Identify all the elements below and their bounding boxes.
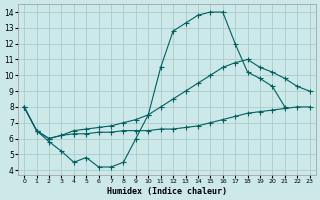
X-axis label: Humidex (Indice chaleur): Humidex (Indice chaleur)	[107, 187, 227, 196]
